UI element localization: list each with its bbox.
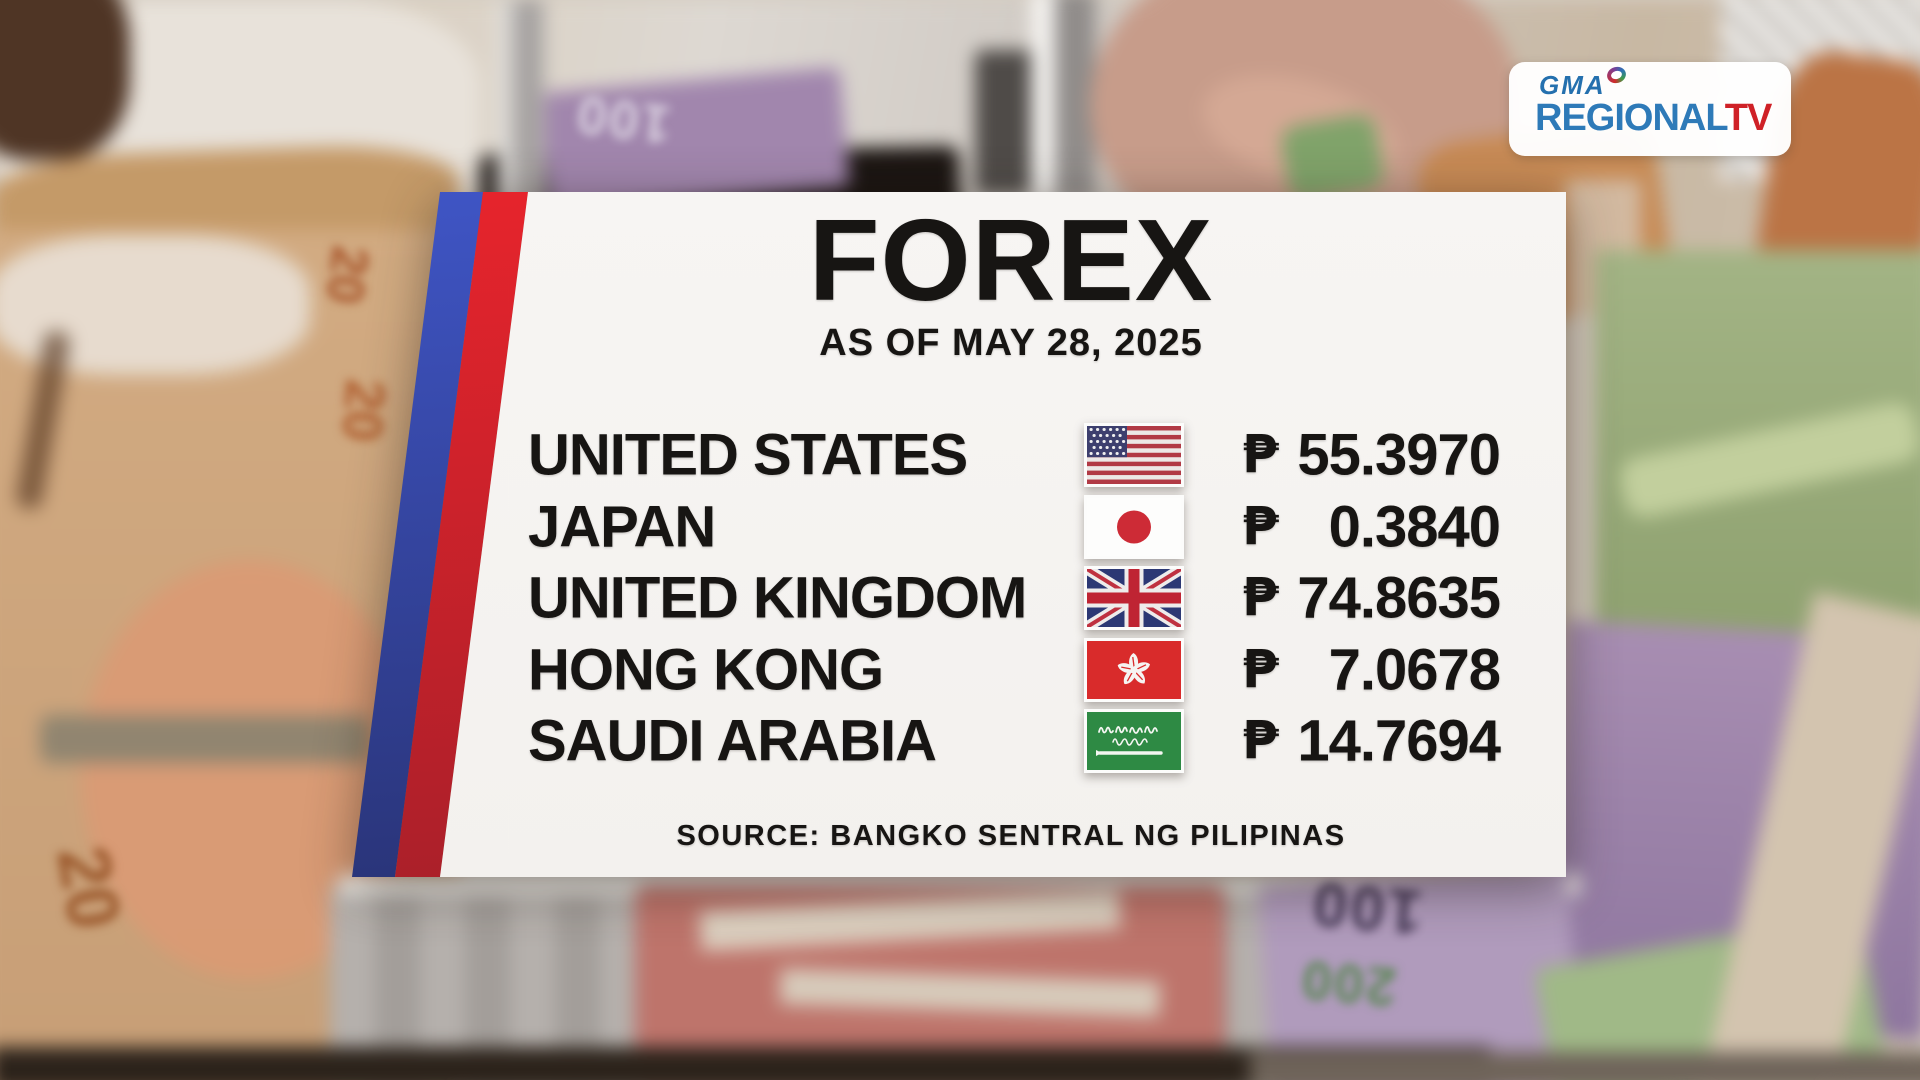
country-label: JAPAN [528,494,716,559]
flag-united-states [1084,423,1184,487]
background-acrylic-highlight [1031,0,1057,200]
rate-value: 14.7694 [1297,708,1501,774]
flag-saudi-arabia [1084,709,1184,773]
peso-sign: ₱ [1242,710,1279,772]
rate-value: 0.3840 [1328,494,1501,559]
banknote-denomination: 200 [1297,948,1399,1018]
tv-wordmark: TV [1724,97,1773,139]
source-attribution: SOURCE: BANGKO SENTRAL NG PILIPINAS [676,820,1346,852]
country-label: UNITED KINGDOM [528,565,1027,631]
banknote-denomination: 100 [1307,868,1426,947]
rate-value: 74.8635 [1297,565,1501,631]
gma-regional-tv-logo: GMA REGIONALTV [1509,62,1791,156]
country-label: HONG KONG [528,637,884,702]
country-label: UNITED STATES [528,422,968,488]
peso-sign: ₱ [1242,639,1279,700]
peso-sign: ₱ [1242,496,1279,557]
panel-title: FOREX [808,195,1214,325]
table-row: SAUDI ARABIA ₱ 14.7694 [352,705,1566,777]
rate-cell: ₱ 0.3840 [1242,493,1501,560]
flag-japan [1084,494,1184,559]
rate-value: 7.0678 [1328,637,1501,702]
rate-cell: ₱ 7.0678 [1242,636,1501,703]
table-row: UNITED KINGDOM ₱ 74.8635 [352,562,1566,634]
background-bottom-grey-strip [1250,1052,1920,1080]
panel-subtitle-date: AS OF MAY 28, 2025 [819,322,1203,364]
flag-hong-kong [1084,637,1184,702]
flag-united-kingdom [1084,566,1184,630]
peso-sign: ₱ [1242,424,1279,486]
rate-value: 55.3970 [1297,422,1501,488]
rate-cell: ₱ 74.8635 [1242,565,1501,632]
rate-cell: ₱ 14.7694 [1242,708,1501,775]
gma-kapuso-icon-hole [1609,69,1623,81]
panel-background [440,192,1566,877]
gma-wordmark: GMA [1539,70,1606,100]
forex-panel: FOREX AS OF MAY 28, 2025 UNITED STATES [352,192,1566,877]
gma-kapuso-icon [1604,64,1628,86]
rate-cell: ₱ 55.3970 [1242,422,1501,489]
country-label: SAUDI ARABIA [528,708,937,774]
background-dark-corner [0,0,130,160]
banknote-denomination: 20 [41,839,138,936]
table-row: JAPAN ₱ 0.3840 [352,491,1566,563]
peso-sign: ₱ [1242,567,1279,629]
banknote-denomination: 100 [571,83,675,155]
background-dark-post [975,50,1037,195]
background-tray-hinge [40,715,370,763]
background-bottom-dark-strip [0,1047,1490,1080]
regional-wordmark: REGIONAL [1535,97,1726,139]
background-acrylic-divider-center [1055,0,1095,200]
table-row: UNITED STATES [352,419,1566,491]
table-row: HONG KONG [352,634,1566,706]
